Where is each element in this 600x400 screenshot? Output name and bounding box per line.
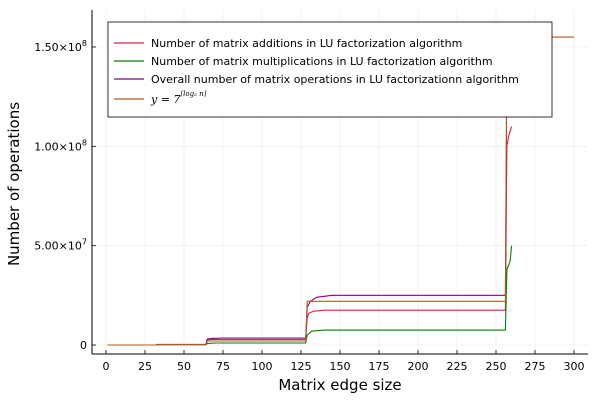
y-tick-label: 0 [80,339,87,352]
x-tick-label: 125 [291,360,312,373]
y-tick-label: 1.00×108 [34,138,87,153]
x-tick-label: 300 [564,360,585,373]
legend-label-additions: Number of matrix additions in LU factori… [151,37,462,50]
legend-label-power: y = 7⌈log₂ n⌉ [150,90,207,106]
x-tick-label: 50 [177,360,191,373]
x-tick-label: 250 [486,360,507,373]
legend-power-exponent: ⌈log₂ n⌉ [180,90,206,98]
x-tick-label: 150 [330,360,351,373]
legend-label-overall: Overall number of matrix operations in L… [151,73,519,86]
legend-label-multiplications: Number of matrix multiplications in LU f… [151,55,493,68]
x-tick-label: 25 [138,360,152,373]
x-tick-label: 175 [369,360,390,373]
x-tick-label: 100 [252,360,273,373]
series-line-power [107,36,574,346]
x-tick-label: 75 [216,360,230,373]
y-ticks: 0 5.00×107 1.00×108 1.50×108 [34,39,96,352]
legend-box [107,21,553,118]
y-tick-label: 5.00×107 [34,238,87,253]
x-tick-label: 275 [525,360,546,373]
y-axis-label: Number of operations [5,102,23,266]
x-ticks: 0 25 50 75 100 125 150 175 200 225 250 275 300 [103,350,585,373]
x-tick-label: 225 [447,360,468,373]
legend: Number of matrix additions in LU factori… [107,21,553,118]
x-tick-label: 0 [103,360,110,373]
x-axis-label: Matrix edge size [278,376,401,394]
x-tick-label: 200 [408,360,429,373]
series-layer [107,36,574,346]
legend-power-base: y = 7 [150,93,180,106]
y-tick-label: 1.50×108 [34,39,87,54]
